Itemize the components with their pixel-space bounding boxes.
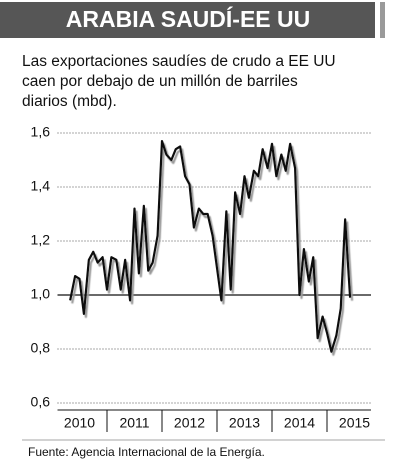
x-tick-label: 2011 xyxy=(119,415,149,431)
data-line xyxy=(69,140,352,353)
source: Fuente: Agencia Internacional de la Ener… xyxy=(28,445,265,459)
subtitle: Las exportaciones saudíes de crudo a EE … xyxy=(22,53,336,70)
y-tick-label: 0,8 xyxy=(31,340,51,356)
x-tick-label: 2010 xyxy=(64,415,95,431)
subtitle: diarios (mbd). xyxy=(22,93,117,110)
y-tick-label: 1,4 xyxy=(31,178,51,194)
chart-title: ARABIA SAUDÍ-EE UU xyxy=(66,5,311,32)
subtitle: caen por debajo de un millón de barriles xyxy=(22,73,298,90)
x-tick-label: 2013 xyxy=(229,415,260,431)
y-tick-label: 1,6 xyxy=(31,124,51,140)
x-tick-label: 2015 xyxy=(339,415,370,431)
x-tick-label: 2014 xyxy=(284,415,315,431)
y-tick-label: 1,0 xyxy=(31,286,51,302)
y-tick-label: 1,2 xyxy=(31,232,51,248)
y-tick-label: 0,6 xyxy=(31,394,51,410)
title-bar-end xyxy=(380,2,385,38)
title-bar xyxy=(0,2,375,38)
x-tick-label: 2012 xyxy=(174,415,205,431)
